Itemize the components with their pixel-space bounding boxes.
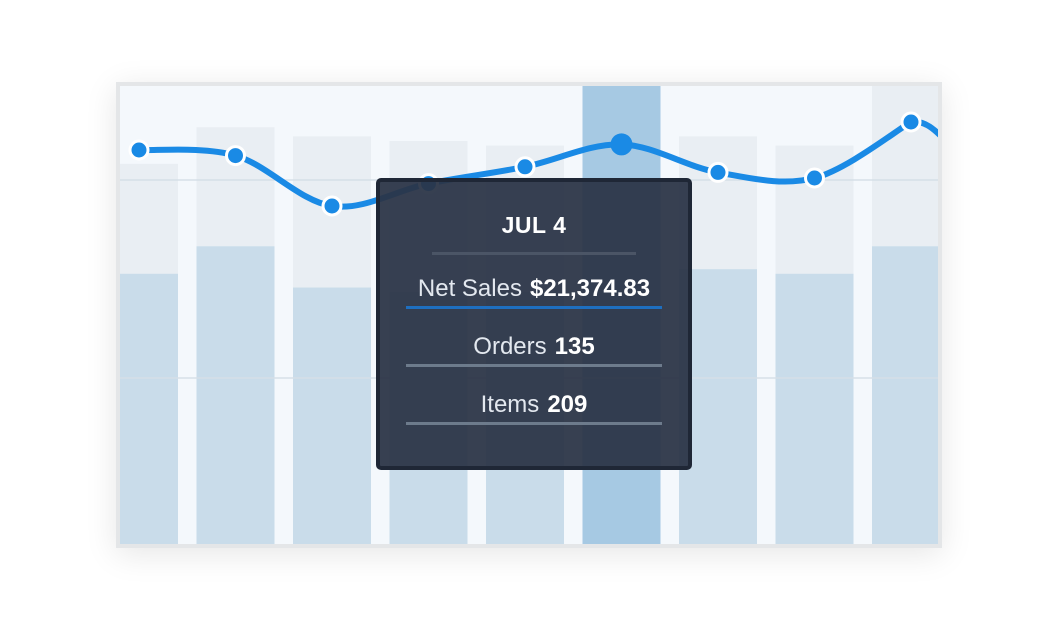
chart-tooltip: JUL 4 Net Sales $21,374.83 Orders 135 Item… xyxy=(376,178,692,470)
data-point xyxy=(128,139,150,161)
foreground-bar xyxy=(120,273,178,544)
foreground-bar xyxy=(196,246,275,544)
orders-value: 135 xyxy=(554,333,595,360)
tooltip-date: JUL 4 xyxy=(501,212,567,238)
foreground-bar xyxy=(679,269,757,544)
foreground-bar xyxy=(293,287,371,544)
tooltip-divider xyxy=(432,252,636,255)
chart-card: JUL 4 Net Sales $21,374.83 Orders 135 Item… xyxy=(116,82,942,548)
net-sales-label: Net Sales xyxy=(417,275,522,302)
items-value: 209 xyxy=(547,391,588,418)
foreground-bar xyxy=(872,246,938,544)
orders-label: Orders xyxy=(473,333,547,360)
data-point-highlighted xyxy=(610,133,633,156)
data-point xyxy=(804,167,825,189)
data-point xyxy=(707,161,729,183)
series-line xyxy=(136,118,938,210)
data-point xyxy=(225,145,246,167)
tooltip-row-orders: Orders 135 xyxy=(406,330,662,367)
tooltip-row-net-sales: Net Sales $21,374.83 xyxy=(406,272,662,309)
tooltip-row-items: Items 209 xyxy=(406,388,662,425)
items-label: Items xyxy=(480,391,540,418)
data-point xyxy=(514,156,536,178)
net-sales-value: $21,374.83 xyxy=(529,275,651,302)
foreground-bar xyxy=(775,273,854,544)
data-point xyxy=(321,195,343,217)
data-point xyxy=(900,111,922,133)
